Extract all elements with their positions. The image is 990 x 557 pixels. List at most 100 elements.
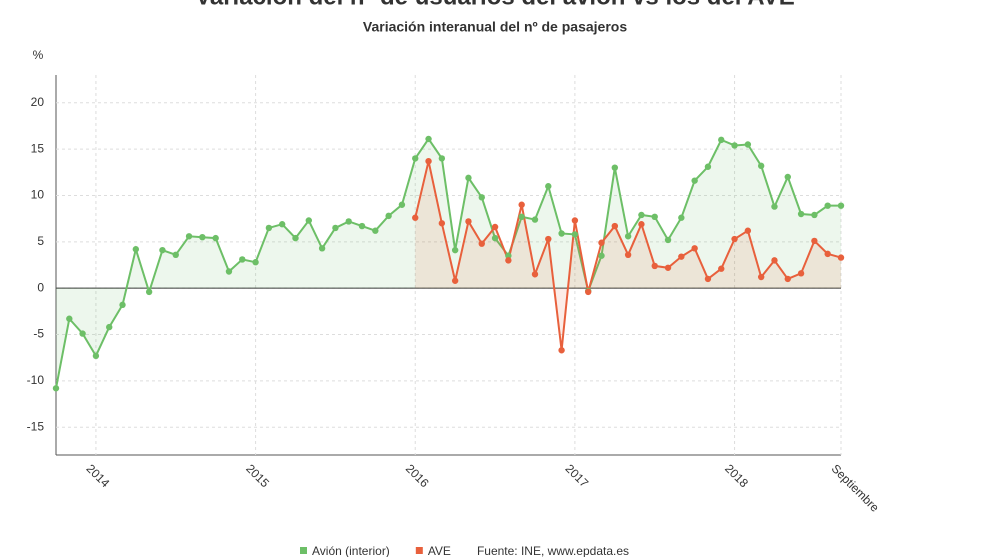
point [784, 173, 791, 181]
point [518, 201, 525, 208]
point [425, 157, 432, 165]
point [558, 230, 565, 237]
point [757, 273, 765, 281]
y-axis-label: % [33, 48, 44, 62]
point [718, 265, 725, 272]
point [518, 213, 525, 221]
point [491, 234, 499, 242]
point [531, 271, 539, 278]
point [92, 352, 100, 360]
point [678, 214, 685, 221]
point [624, 233, 632, 240]
point [199, 233, 206, 241]
point [318, 245, 326, 252]
point [797, 270, 805, 277]
point [451, 246, 459, 254]
point [478, 194, 485, 201]
x-tick-label: 2014 [84, 461, 113, 490]
point [678, 253, 685, 260]
point [837, 202, 845, 209]
point [598, 239, 605, 246]
point [185, 233, 193, 240]
point [145, 288, 153, 296]
point [771, 257, 778, 264]
y-tick-label: -10 [27, 373, 45, 387]
point [265, 224, 273, 232]
point [784, 275, 791, 283]
point [119, 301, 126, 309]
point [159, 246, 166, 254]
x-tick-label: 2018 [722, 461, 751, 490]
point [718, 136, 725, 144]
point [106, 323, 113, 331]
point [704, 163, 712, 170]
point [691, 245, 698, 252]
point [824, 250, 831, 258]
point [52, 385, 60, 392]
point [345, 218, 352, 225]
point [598, 252, 605, 259]
point [757, 162, 765, 170]
source: Fuente: INE, www.epdata.es [477, 544, 629, 557]
x-tick-label: 2017 [563, 461, 592, 490]
point [797, 210, 805, 218]
point [771, 203, 778, 210]
point [425, 135, 432, 143]
point [412, 155, 419, 162]
legend-label: Avión (interior) [312, 544, 390, 557]
point [704, 275, 712, 283]
x-tick-label: Septiembre [829, 461, 883, 515]
point [545, 183, 552, 190]
y-tick-label: 20 [31, 95, 45, 109]
point [465, 174, 472, 182]
point [824, 202, 831, 209]
point [558, 347, 565, 354]
legend-label: AVE [428, 544, 451, 557]
legend-swatch [300, 547, 307, 554]
x-tick-label: 2016 [403, 461, 432, 490]
point [571, 217, 579, 224]
point [811, 237, 818, 245]
line [55, 137, 841, 389]
point [638, 211, 645, 219]
point [438, 220, 446, 227]
point [172, 251, 179, 259]
point [239, 256, 246, 263]
point [385, 212, 392, 220]
point [664, 236, 672, 244]
point [611, 164, 619, 171]
point [292, 234, 299, 242]
legend-swatch [415, 547, 423, 554]
point [252, 259, 259, 266]
y-tick-label: 10 [31, 188, 45, 202]
point [79, 330, 86, 337]
point [624, 251, 632, 259]
point [358, 222, 366, 230]
point [212, 234, 219, 242]
point [811, 211, 818, 219]
point [278, 221, 286, 228]
point [545, 235, 552, 243]
point [398, 201, 406, 208]
y-tick-label: -15 [27, 419, 45, 433]
point [664, 264, 672, 271]
point [505, 252, 512, 259]
point [66, 315, 73, 322]
point [837, 254, 845, 261]
y-tick-label: 0 [37, 280, 44, 294]
x-tick-label: 2015 [243, 461, 272, 490]
y-tick-label: 5 [37, 234, 44, 248]
point [611, 222, 619, 230]
point [571, 231, 579, 238]
point [731, 235, 738, 243]
point [332, 224, 339, 232]
point [531, 216, 539, 223]
point [505, 257, 512, 264]
point [585, 288, 592, 296]
point [465, 218, 472, 225]
area [56, 138, 841, 389]
y-tick-label: 15 [31, 141, 45, 155]
point [744, 227, 752, 234]
